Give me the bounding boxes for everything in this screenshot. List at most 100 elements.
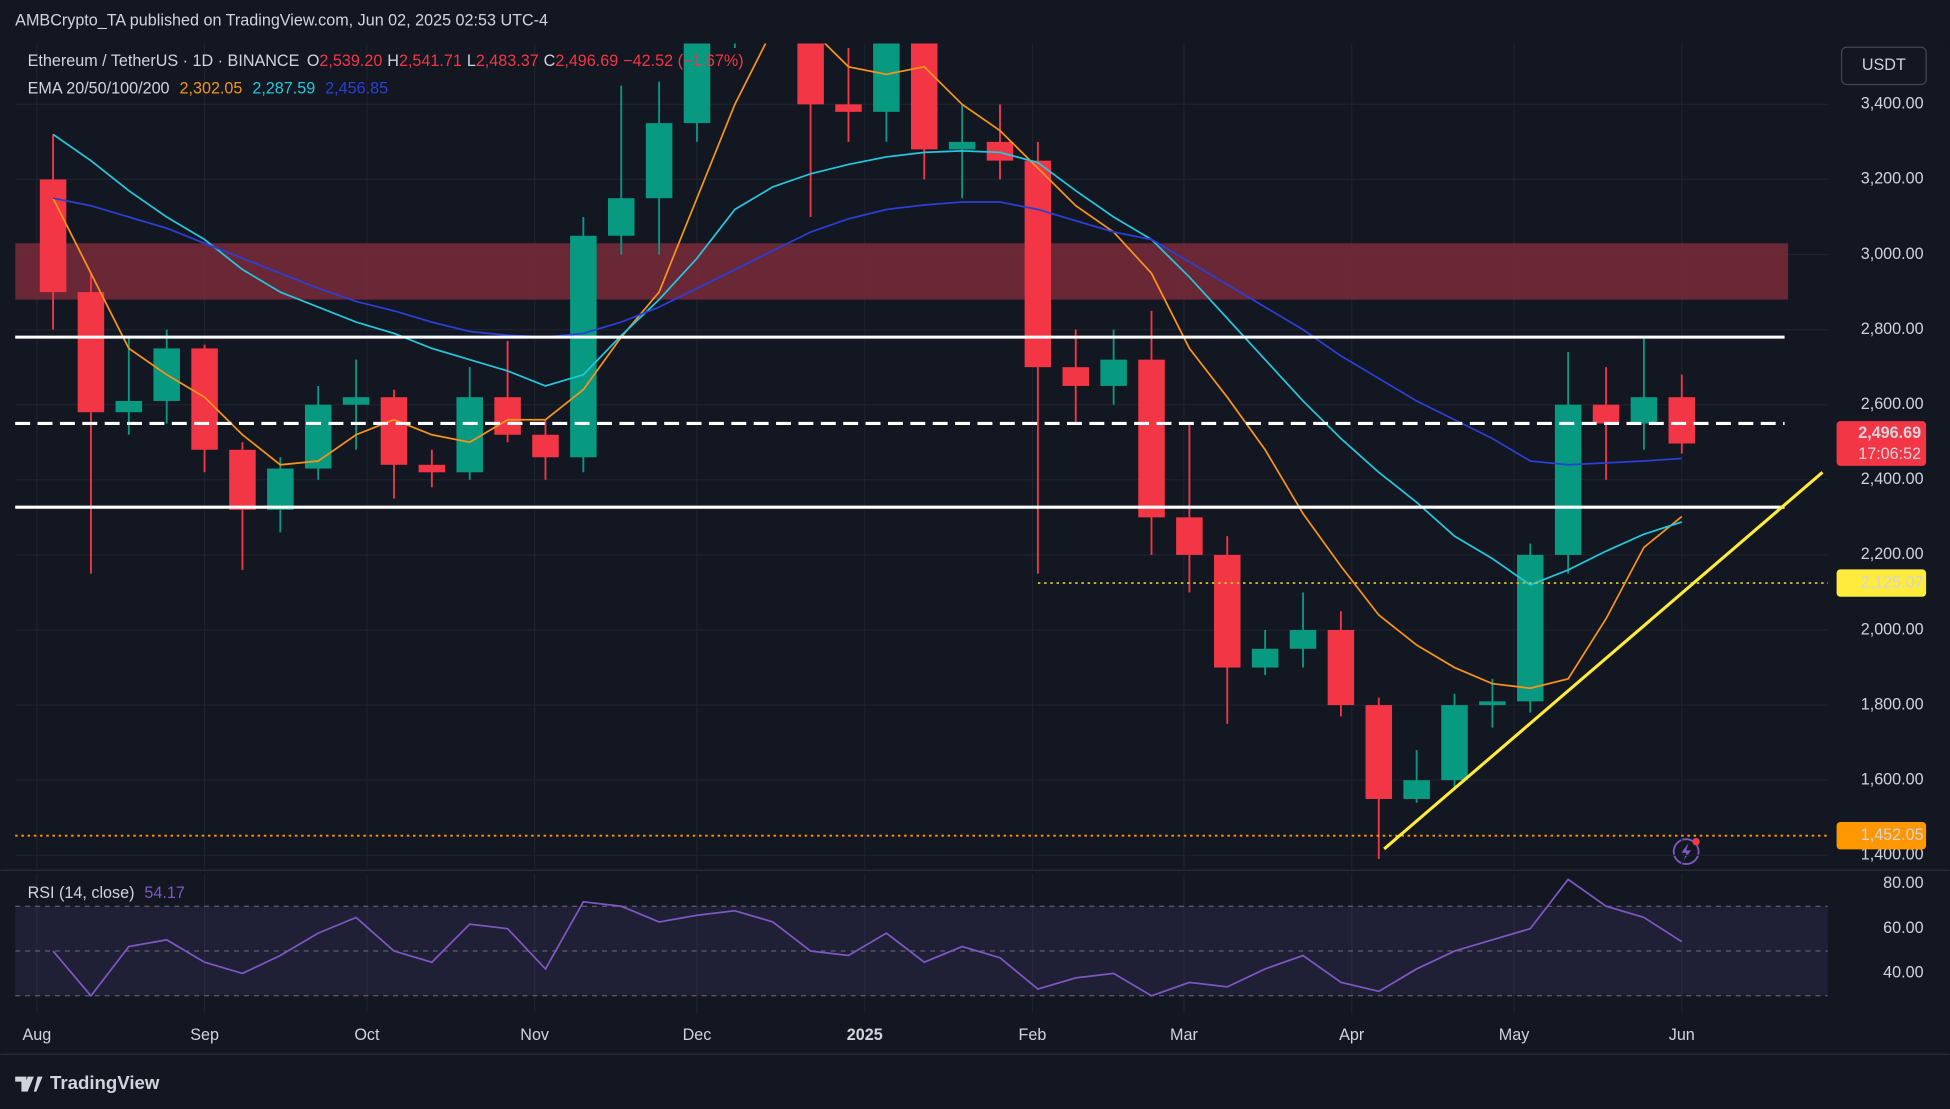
y-tick-label: 1,800.00 (1861, 695, 1924, 713)
ema-legend: EMA 20/50/100/200 2,302.05 2,287.59 2,456.8… (28, 80, 388, 98)
price-badge-label: 2,125.07 (1861, 573, 1924, 591)
candle-body (1176, 517, 1203, 555)
publisher: AMBCrypto_TA published on TradingView.co… (15, 11, 548, 29)
candle-body (304, 404, 332, 469)
rsi-value: 54.17 (144, 884, 184, 902)
candle-body (1062, 367, 1090, 386)
candle-body (1668, 397, 1696, 444)
last-price-badge (1836, 421, 1927, 466)
rsi-line (52, 878, 1683, 998)
ohlc-key: H (387, 52, 399, 70)
ohlc-value: 2,541.71 (399, 52, 462, 70)
y-tick-label: 3,000.00 (1861, 245, 1924, 263)
ema-value: 2,302.05 (180, 80, 243, 98)
candle-body (1479, 701, 1506, 706)
y-tick-label: 2,000.00 (1861, 620, 1924, 638)
footer-brand: TradingView (50, 1072, 160, 1093)
ema-line (52, 43, 1683, 690)
x-tick-label: Feb (1019, 1026, 1047, 1044)
candle-body (267, 468, 294, 510)
x-tick-label: May (1499, 1026, 1530, 1044)
y-tick-label: 2,400.00 (1861, 470, 1924, 488)
candle-body (494, 397, 521, 435)
resistance-zone (15, 243, 1789, 300)
candle-body (1365, 705, 1393, 799)
y-tick-label: 1,400.00 (1861, 846, 1924, 864)
candle-body (645, 123, 673, 199)
candle-body (1592, 404, 1620, 424)
ohlc-key: L (467, 52, 476, 70)
price-pane (15, 43, 1828, 871)
y-tick-label: 1,600.00 (1861, 770, 1924, 788)
candle-body (229, 449, 256, 510)
rsi-pane (15, 874, 1828, 1014)
rsi-tick-label: 60.00 (1883, 919, 1923, 937)
x-tick-label: Jun (1669, 1026, 1695, 1044)
candle-body (683, 43, 711, 124)
x-tick-label: Sep (190, 1026, 219, 1044)
candle-body (1251, 648, 1279, 668)
ohlc-key: C (544, 52, 556, 70)
candle-body (342, 397, 370, 405)
tv-logo (15, 1076, 43, 1092)
countdown: 17:06:52 (1858, 445, 1921, 463)
trendline (1383, 471, 1824, 851)
x-tick-label: Aug (22, 1026, 51, 1044)
candle-body (380, 397, 408, 465)
x-tick-label: Nov (520, 1026, 550, 1044)
indicator: EMA 20/50/100/200 (28, 80, 170, 98)
candle-body (1024, 160, 1052, 368)
candle-body (835, 104, 862, 112)
x-tick-label: Apr (1339, 1026, 1365, 1044)
ohlc-key: O (307, 52, 320, 70)
candle-body (1100, 359, 1127, 386)
x-tick-label: Dec (683, 1026, 712, 1044)
candle-body (418, 464, 446, 473)
currency-box (1840, 46, 1927, 86)
y-tick-label: 2,200.00 (1861, 545, 1924, 563)
price-badge-label: 1,452.05 (1861, 826, 1924, 844)
candle-body (1441, 705, 1468, 781)
candle-body (39, 179, 67, 293)
rsi-title: RSI (14, close) (28, 884, 135, 902)
rsi-tick-label: 80.00 (1883, 874, 1923, 892)
candle-body (1289, 629, 1317, 649)
candle-body (1138, 359, 1165, 518)
change: −42.52 (−1.67%) (623, 52, 743, 70)
price-badge (1836, 822, 1927, 850)
y-tick-label: 3,400.00 (1861, 95, 1924, 113)
ohlc-value: 2,483.37 (476, 52, 539, 70)
candle-body (191, 348, 218, 450)
ema-line (52, 133, 1683, 586)
candle-body (1214, 554, 1241, 668)
x-tick-label: Oct (354, 1026, 380, 1044)
symbol-legend: Ethereum / TetherUS · 1D · BINANCE O2,539… (28, 52, 744, 70)
candle-body (570, 235, 597, 458)
candle-body (986, 141, 1014, 161)
ohlc-value: 2,539.20 (319, 52, 382, 70)
last-price-label: 2,496.69 (1858, 424, 1921, 442)
candle-body (1517, 554, 1544, 702)
currency: USDT (1862, 56, 1906, 74)
ema-value: 2,287.59 (252, 80, 315, 98)
rsi-legend: RSI (14, close) 54.17 (28, 884, 185, 902)
rsi-tick-label: 40.00 (1883, 964, 1923, 982)
y-tick-label: 2,800.00 (1861, 320, 1924, 338)
top-bar (0, 0, 1950, 44)
x-tick-label: Mar (1170, 1026, 1198, 1044)
candle-body (115, 400, 143, 413)
candle-body (532, 434, 559, 458)
price-badge (1836, 569, 1927, 597)
candle-body (607, 198, 635, 236)
candle-body (948, 141, 976, 150)
candle-body (910, 43, 938, 150)
symbol: Ethereum / TetherUS · 1D · BINANCE (28, 52, 300, 70)
y-tick-label: 2,600.00 (1861, 395, 1924, 413)
candle-body (456, 397, 483, 473)
candle-body (1554, 404, 1582, 555)
alert-icon (1672, 837, 1700, 866)
candle-body (873, 43, 900, 112)
ohlc-value: 2,496.69 (555, 52, 618, 70)
